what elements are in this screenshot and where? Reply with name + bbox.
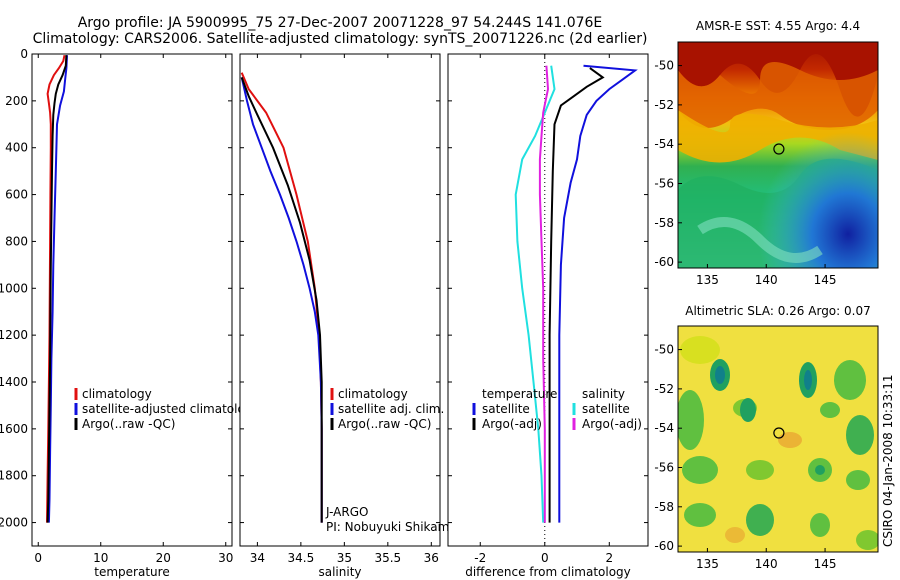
- difference-legend-entry: satellite: [582, 402, 630, 416]
- sst-y-tick-label: -50: [654, 59, 674, 73]
- sst-x-tick-label: 135: [696, 273, 719, 287]
- sst-y-tick-label: -60: [654, 255, 674, 269]
- sla-y-tick-label: -56: [654, 460, 674, 474]
- salinity-x-axis-label: salinity: [318, 565, 361, 579]
- difference-series-salinity-satellite: [514, 65, 556, 523]
- difference-x-tick-label: 2: [605, 551, 613, 565]
- temperature-plot-frame: [31, 53, 233, 547]
- salinity-x-tick-label: 34.5: [288, 551, 315, 565]
- depth-tick-label: 200: [5, 94, 28, 108]
- depth-tick-label: 0: [20, 47, 28, 61]
- difference-legend-header: salinity: [582, 387, 625, 401]
- temperature-series-satellite-adjusted-climatology: [47, 55, 68, 523]
- salinity-legend-entry: satellite adj. clim.: [338, 402, 444, 416]
- sla-y-tick-label: -50: [654, 343, 674, 357]
- temperature-legend-entry: Argo(..raw -QC): [82, 417, 175, 431]
- sla-x-tick-label: 145: [814, 557, 837, 571]
- credit-text: CSIRO 04-Jan-2008 10:33:11: [881, 375, 895, 547]
- temperature-x-tick-label: 30: [218, 551, 233, 565]
- sst-y-tick-label: -54: [654, 137, 674, 151]
- depth-tick-label: 1600: [0, 422, 28, 436]
- temperature-legend-entry: satellite-adjusted climatology: [82, 402, 260, 416]
- depth-tick-label: 1800: [0, 469, 28, 483]
- difference-series-temperature-satellite: [558, 64, 638, 523]
- sla-y-tick-label: -54: [654, 421, 674, 435]
- difference-plot-frame: [447, 53, 649, 547]
- difference-x-axis-label: difference from climatology: [465, 565, 631, 579]
- difference-series-temperature-argo-adj-: [548, 67, 605, 523]
- difference-series-salinity-argo-adj-: [538, 65, 550, 523]
- salinity-annotation: J-ARGO: [325, 505, 368, 519]
- salinity-x-tick-label: 35.5: [374, 551, 401, 565]
- depth-tick-label: 800: [5, 234, 28, 248]
- salinity-plot-frame: [239, 53, 441, 547]
- difference-legend-header: temperature: [482, 387, 557, 401]
- temperature-x-tick-label: 10: [93, 551, 108, 565]
- sst-x-tick-label: 145: [814, 273, 837, 287]
- sst-y-tick-label: -56: [654, 176, 674, 190]
- depth-tick-label: 400: [5, 141, 28, 155]
- difference-legend-entry: Argo(-adj): [482, 417, 542, 431]
- difference-legend-entry: satellite: [482, 402, 530, 416]
- salinity-legend-entry: Argo(..raw -QC): [338, 417, 431, 431]
- title-line-2: Climatology: CARS2006. Satellite-adjuste…: [33, 31, 648, 47]
- difference-x-tick-label: -2: [474, 551, 486, 565]
- temperature-x-axis-label: temperature: [94, 565, 169, 579]
- sst-map-title: AMSR-E SST: 4.55 Argo: 4.4: [696, 19, 860, 33]
- temperature-series-argo-raw-qc-: [46, 55, 68, 523]
- salinity-chart: 34 34.5 35 35.5 36 salinity climatologysatelli…: [239, 53, 457, 579]
- sla-argo-location-marker: [773, 427, 785, 439]
- sla-x-tick-label: 135: [696, 557, 719, 571]
- depth-tick-label: 600: [5, 188, 28, 202]
- salinity-x-tick-label: 36: [424, 551, 439, 565]
- depth-tick-label: 1400: [0, 375, 28, 389]
- sla-y-tick-label: -52: [654, 382, 674, 396]
- sst-y-tick-label: -58: [654, 216, 674, 230]
- salinity-x-tick-label: 35: [337, 551, 352, 565]
- depth-tick-label: 1200: [0, 328, 28, 342]
- salinity-legend-entry: climatology: [338, 387, 408, 401]
- sst-argo-location-marker: [773, 143, 785, 155]
- sst-map: AMSR-E SST: 4.55 Argo: 4.4 135 140 145 -50 -…: [654, 19, 879, 287]
- difference-legend-entry: Argo(-adj): [582, 417, 642, 431]
- difference-x-tick-label: 0: [541, 551, 549, 565]
- title-line-1: Argo profile: JA 5900995_75 27-Dec-2007 …: [78, 15, 603, 31]
- salinity-x-tick-label: 34: [250, 551, 265, 565]
- sst-y-tick-label: -52: [654, 98, 674, 112]
- temperature-x-tick-label: 20: [156, 551, 171, 565]
- sla-map: Altimetric SLA: 0.26 Argo: 0.07: [654, 304, 879, 571]
- depth-tick-label: 1000: [0, 281, 28, 295]
- sst-x-tick-label: 140: [755, 273, 778, 287]
- depth-tick-label: 2000: [0, 516, 28, 530]
- salinity-series-argo-raw-qc-: [240, 77, 323, 523]
- temperature-chart: 0 200 400 600 800 1000 1200 1400 1600 1800 2000 0 10…: [0, 47, 260, 579]
- sla-map-title: Altimetric SLA: 0.26 Argo: 0.07: [685, 304, 870, 318]
- sla-y-tick-label: -60: [654, 539, 674, 553]
- sla-y-tick-label: -58: [654, 500, 674, 514]
- temperature-legend-entry: climatology: [82, 387, 152, 401]
- salinity-annotation: PI: Nobuyuki Shikama: [326, 520, 457, 534]
- sla-x-tick-label: 140: [755, 557, 778, 571]
- temperature-x-tick-label: 0: [34, 551, 42, 565]
